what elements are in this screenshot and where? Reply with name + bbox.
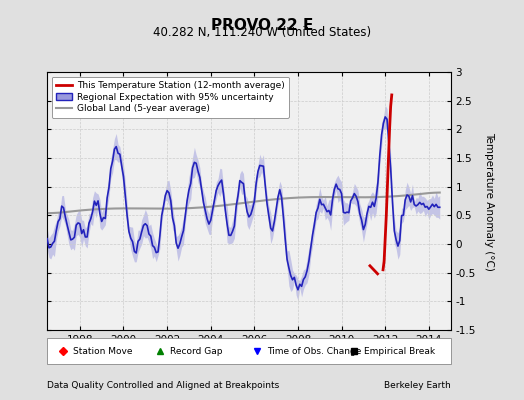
- Text: Station Move: Station Move: [73, 346, 133, 356]
- Legend: This Temperature Station (12-month average), Regional Expectation with 95% uncer: This Temperature Station (12-month avera…: [52, 76, 289, 118]
- Text: Data Quality Controlled and Aligned at Breakpoints: Data Quality Controlled and Aligned at B…: [47, 381, 279, 390]
- Text: 40.282 N, 111.240 W (United States): 40.282 N, 111.240 W (United States): [153, 26, 371, 39]
- Text: Empirical Break: Empirical Break: [364, 346, 435, 356]
- Text: Record Gap: Record Gap: [170, 346, 223, 356]
- Text: PROVO 22 E: PROVO 22 E: [211, 18, 313, 33]
- Y-axis label: Temperature Anomaly (°C): Temperature Anomaly (°C): [484, 132, 494, 270]
- Text: Time of Obs. Change: Time of Obs. Change: [267, 346, 362, 356]
- Text: Berkeley Earth: Berkeley Earth: [384, 381, 451, 390]
